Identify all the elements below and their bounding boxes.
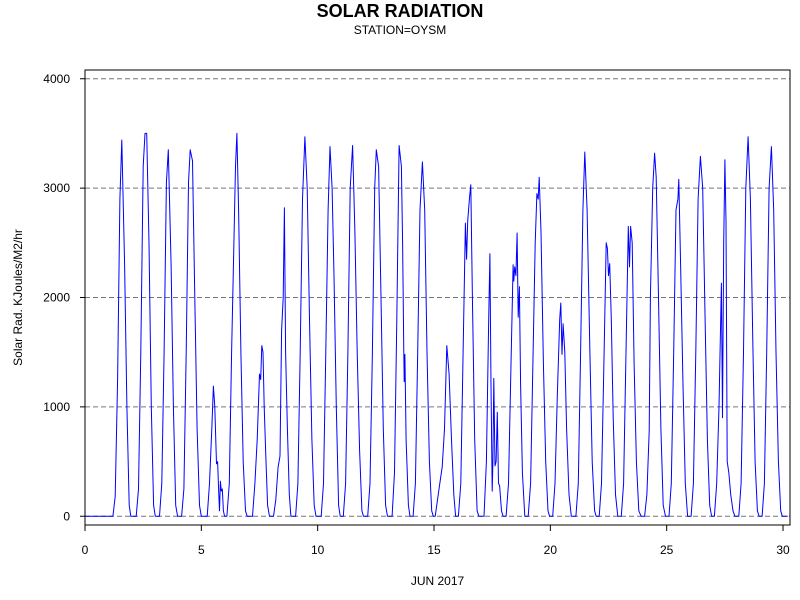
y-tick-label: 2000: [43, 291, 70, 305]
x-tick-label: 15: [427, 543, 441, 557]
x-tick-label: 20: [544, 543, 558, 557]
solar-radiation-line: [85, 132, 788, 517]
x-tick-label: 5: [198, 543, 205, 557]
y-tick-label: 3000: [43, 181, 70, 195]
x-tick-label: 0: [82, 543, 89, 557]
y-tick-label: 1000: [43, 400, 70, 414]
y-tick-label: 0: [63, 509, 70, 523]
x-tick-label: 30: [776, 543, 790, 557]
y-tick-label: 4000: [43, 72, 70, 86]
axis-ticks: 0 1000 2000 3000 4000 0 5 10 15 20 25 30: [43, 72, 790, 557]
chart-subtitle: STATION=OYSM: [353, 23, 447, 37]
x-axis-label: JUN 2017: [411, 574, 465, 588]
series-layer: [85, 132, 788, 517]
x-tick-label: 25: [660, 543, 674, 557]
chart-title: SOLAR RADIATION: [316, 1, 484, 21]
x-tick-label: 10: [311, 543, 325, 557]
y-axis-label: Solar Rad. KJoules/M2/hr: [11, 229, 25, 366]
